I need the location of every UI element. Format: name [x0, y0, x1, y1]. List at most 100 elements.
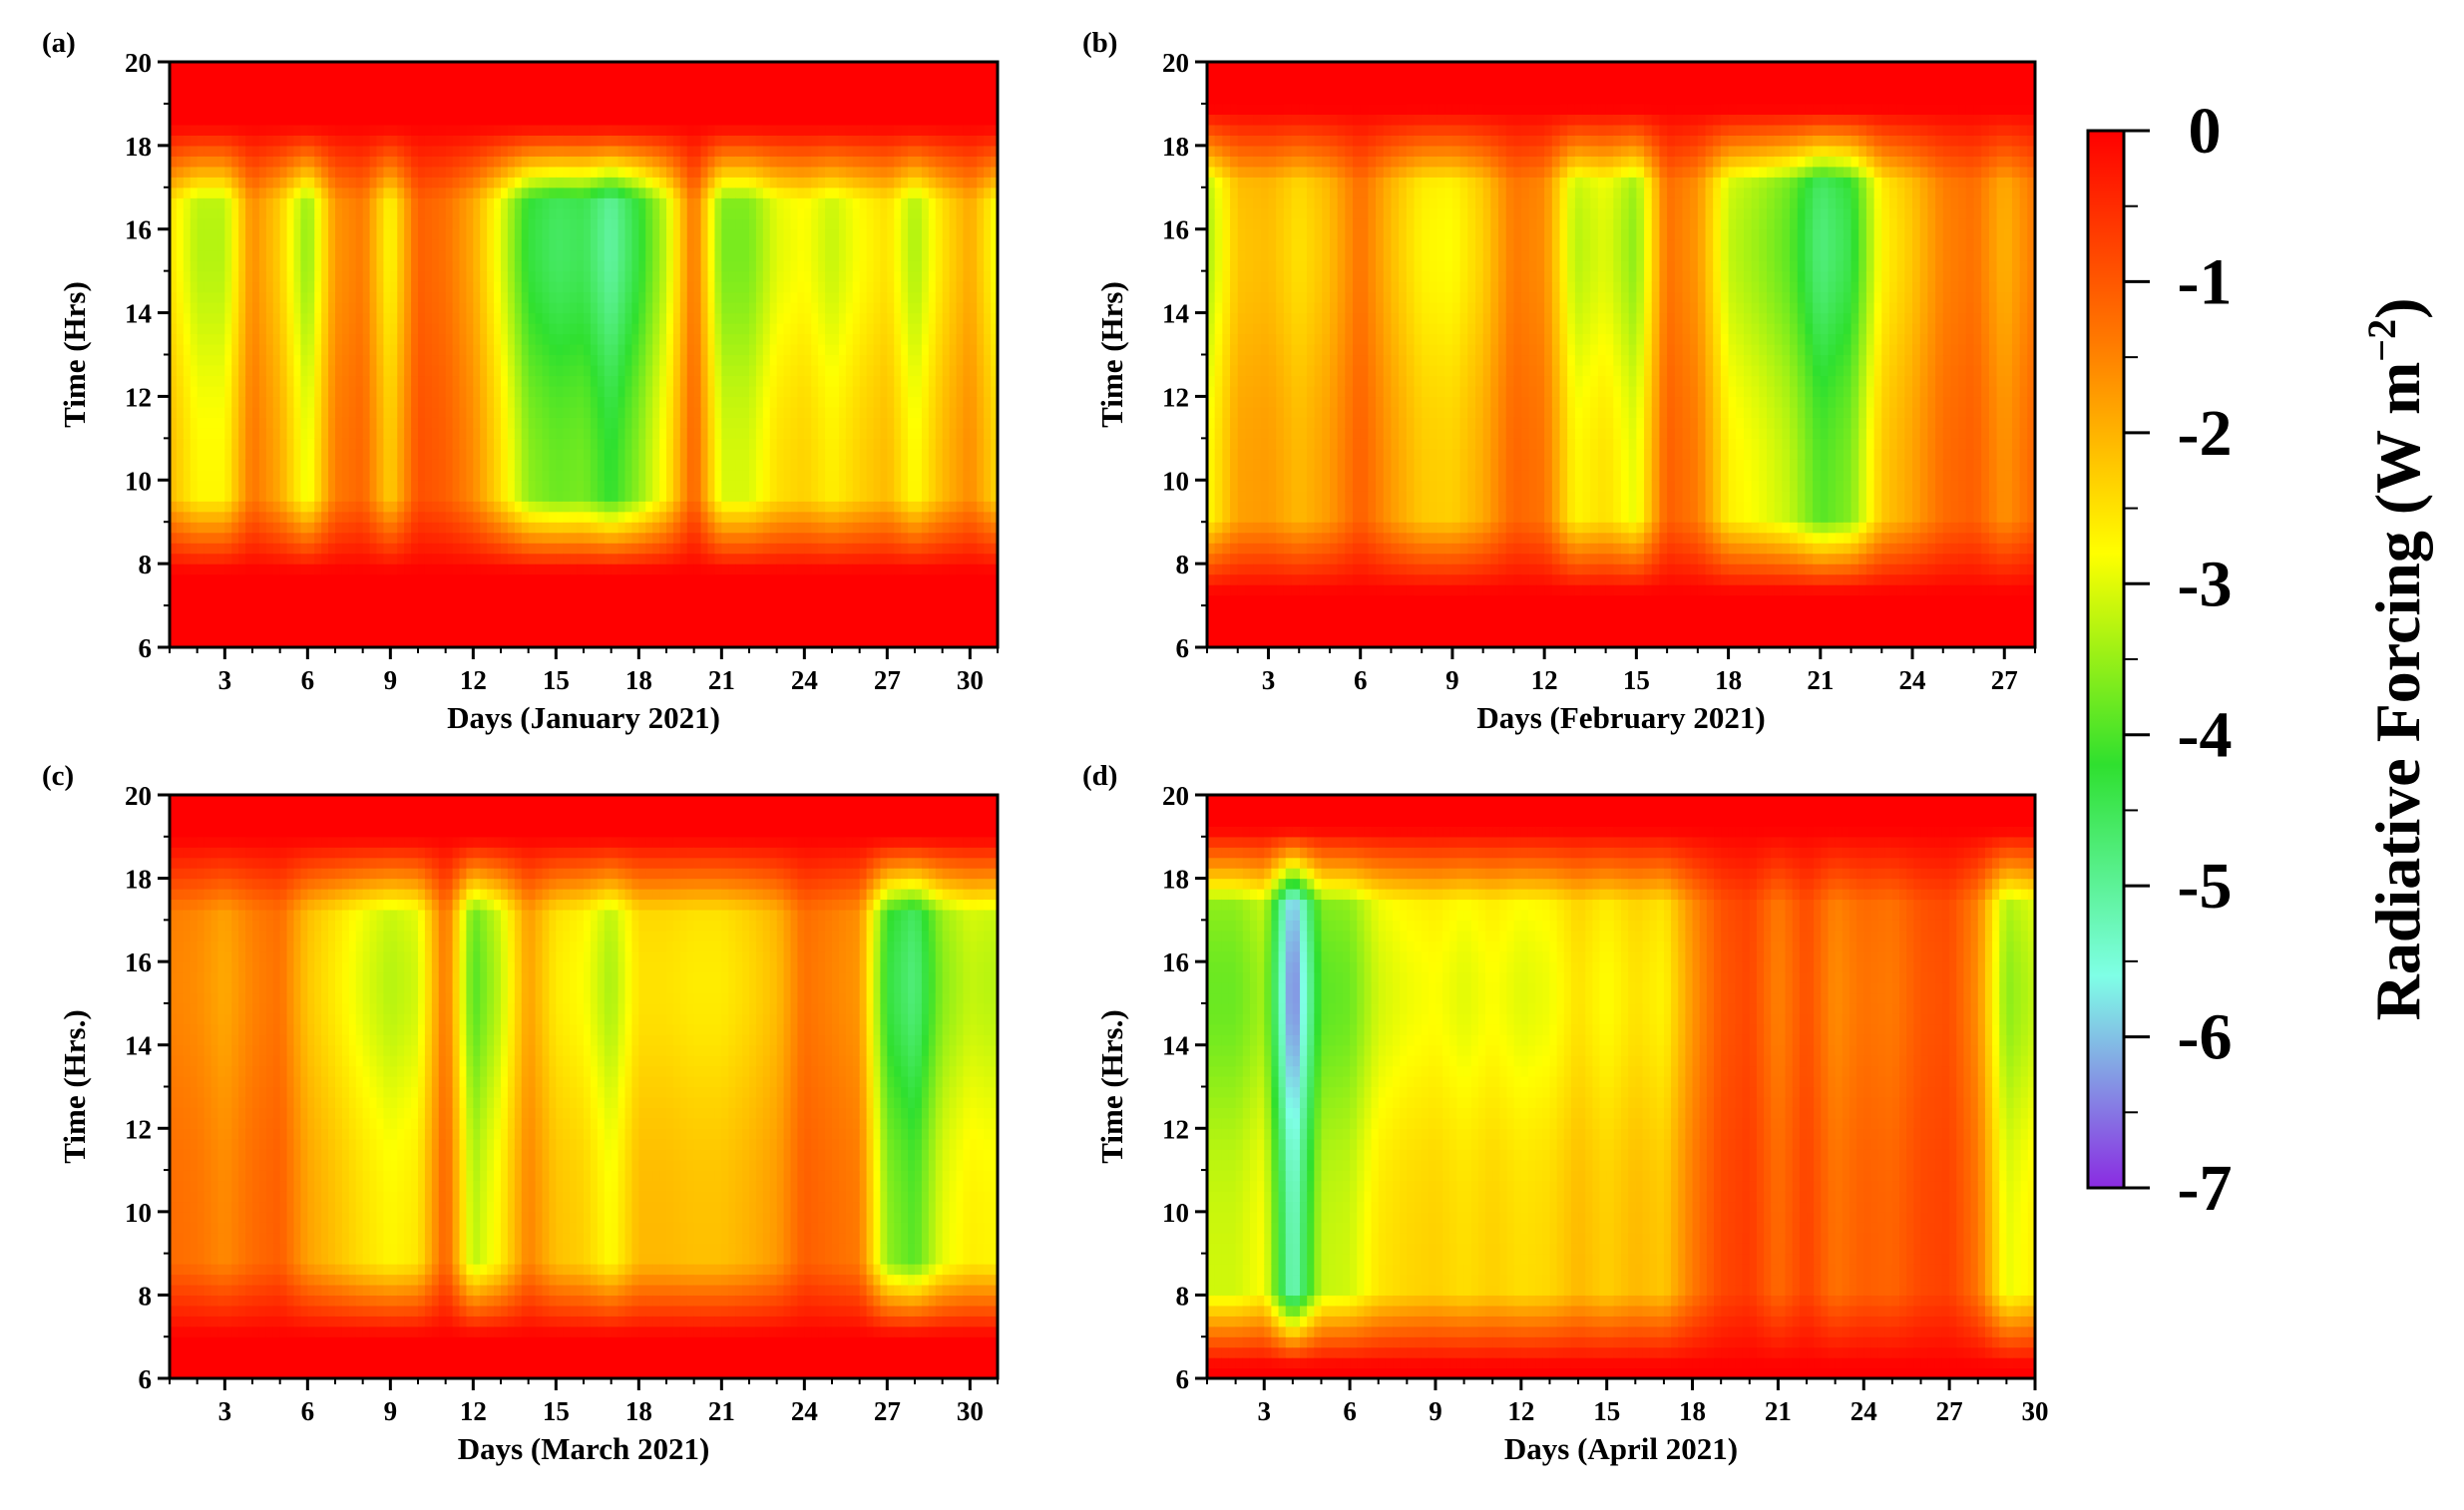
heatmap-cell	[204, 543, 212, 555]
heatmap-cell	[459, 511, 468, 523]
heatmap-cell	[238, 312, 246, 324]
heatmap-cell	[252, 448, 260, 460]
heatmap-cell	[445, 249, 454, 261]
heatmap-cell	[659, 218, 667, 230]
heatmap-cell	[265, 480, 274, 492]
heatmap-cell	[459, 417, 468, 429]
heatmap-cell	[577, 480, 585, 492]
heatmap-cell	[431, 281, 440, 293]
heatmap-cell	[501, 177, 509, 189]
heatmap-cell	[258, 187, 267, 198]
heatmap-cell	[638, 72, 646, 84]
heatmap-cell	[611, 177, 619, 189]
heatmap-cell	[238, 396, 246, 408]
heatmap-cell	[258, 135, 267, 147]
heatmap-cell	[742, 93, 750, 105]
heatmap-cell	[535, 312, 544, 324]
heatmap-cell	[700, 375, 709, 387]
heatmap-cell	[217, 438, 225, 450]
heatmap-cell	[604, 333, 613, 345]
heatmap-cell	[528, 490, 537, 502]
heatmap-cell	[577, 406, 585, 418]
heatmap-cell	[535, 564, 544, 575]
heatmap-cell	[570, 302, 578, 314]
heatmap-cell	[494, 553, 502, 565]
heatmap-cell	[170, 291, 178, 303]
heatmap-cell	[721, 532, 729, 544]
heatmap-cell	[521, 156, 530, 168]
heatmap-cell	[714, 166, 722, 178]
heatmap-cell	[570, 270, 578, 282]
heatmap-cell	[190, 564, 199, 575]
heatmap-cell	[617, 187, 626, 198]
heatmap-cell	[542, 501, 551, 513]
heatmap-cell	[452, 260, 461, 272]
heatmap-cell	[590, 459, 599, 471]
heatmap-cell	[514, 553, 523, 565]
heatmap-cell	[742, 573, 750, 585]
heatmap-cell	[549, 239, 557, 251]
heatmap-cell	[459, 522, 468, 534]
heatmap-cell	[321, 260, 329, 272]
heatmap-cell	[438, 124, 447, 136]
heatmap-cell	[341, 459, 350, 471]
heatmap-cell	[411, 145, 419, 157]
heatmap-cell	[335, 103, 343, 116]
heatmap-cell	[314, 396, 322, 408]
heatmap-cell	[714, 615, 722, 627]
heatmap-cell	[473, 135, 481, 147]
heatmap-cell	[528, 448, 537, 460]
heatmap-cell	[700, 396, 709, 408]
heatmap-cell	[563, 636, 571, 648]
heatmap-cell	[431, 103, 440, 116]
heatmap-cell	[286, 605, 295, 617]
heatmap-cell	[686, 135, 695, 147]
heatmap-cell	[183, 218, 192, 230]
heatmap-cell	[521, 532, 530, 544]
heatmap-cell	[411, 615, 419, 627]
heatmap-cell	[252, 333, 260, 345]
heatmap-cell	[577, 375, 585, 387]
heatmap-cell	[231, 218, 239, 230]
heatmap-cell	[231, 511, 239, 523]
heatmap-cell	[501, 396, 509, 408]
heatmap-cell	[279, 459, 288, 471]
heatmap-cell	[286, 135, 295, 147]
heatmap-cell	[369, 166, 378, 178]
heatmap-cell	[390, 553, 398, 565]
heatmap-cell	[293, 375, 302, 387]
heatmap-cell	[652, 532, 660, 544]
heatmap-cell	[473, 145, 481, 157]
heatmap-cell	[714, 626, 722, 638]
heatmap-cell	[348, 532, 357, 544]
heatmap-cell	[321, 480, 329, 492]
heatmap-cell	[631, 93, 639, 105]
heatmap-cell	[210, 626, 219, 638]
heatmap-cell	[217, 543, 225, 555]
heatmap-cell	[707, 448, 716, 460]
heatmap-cell	[487, 281, 495, 293]
heatmap-cell	[556, 228, 564, 240]
heatmap-cell	[556, 469, 564, 481]
heatmap-cell	[542, 166, 551, 178]
heatmap-cell	[348, 594, 357, 606]
heatmap-cell	[714, 511, 722, 523]
heatmap-cell	[210, 385, 219, 398]
heatmap-cell	[707, 197, 716, 209]
heatmap-cell	[404, 281, 412, 293]
heatmap-cell	[383, 375, 391, 387]
heatmap-cell	[659, 385, 667, 398]
heatmap-cell	[501, 281, 509, 293]
heatmap-cell	[341, 626, 350, 638]
heatmap-cell	[265, 344, 274, 356]
heatmap-cell	[631, 270, 639, 282]
heatmap-cell	[659, 239, 667, 251]
heatmap-cell	[390, 103, 398, 116]
heatmap-cell	[521, 187, 530, 198]
heatmap-cell	[376, 532, 385, 544]
heatmap-cell	[528, 354, 537, 366]
heatmap-cell	[728, 218, 736, 230]
heatmap-cell	[666, 385, 674, 398]
heatmap-cell	[473, 166, 481, 178]
heatmap-cell	[542, 448, 551, 460]
